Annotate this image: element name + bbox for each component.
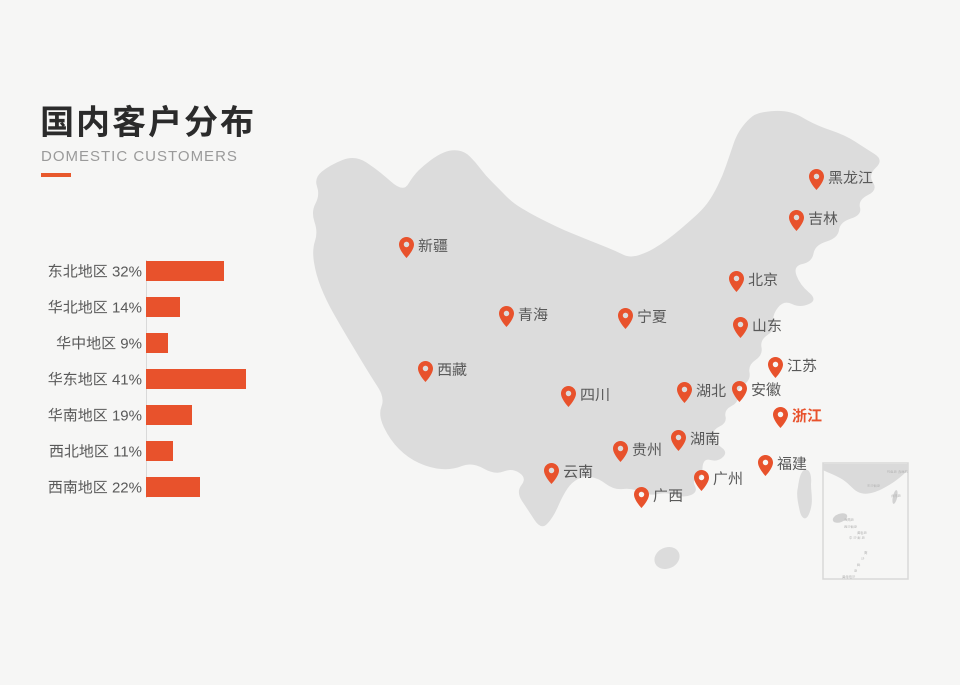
svg-text:海南岛: 海南岛 xyxy=(844,518,855,522)
svg-text:安徽: 安徽 xyxy=(751,382,781,399)
svg-text:钓鱼岛: 钓鱼岛 xyxy=(887,470,898,474)
svg-text:吉林: 吉林 xyxy=(808,211,838,228)
svg-text:黄岩岛: 黄岩岛 xyxy=(857,531,868,535)
svg-text:新疆: 新疆 xyxy=(418,238,448,255)
svg-text:广州: 广州 xyxy=(713,470,743,488)
svg-text:群: 群 xyxy=(857,562,861,567)
svg-text:东沙群岛: 东沙群岛 xyxy=(867,483,881,488)
svg-text:北京: 北京 xyxy=(748,271,778,289)
svg-text:中 沙 群 岛: 中 沙 群 岛 xyxy=(849,535,866,540)
svg-text:福建: 福建 xyxy=(777,456,807,473)
svg-text:黑龙江: 黑龙江 xyxy=(828,169,873,187)
svg-text:四川: 四川 xyxy=(580,387,610,404)
svg-text:赤尾的: 赤尾的 xyxy=(898,470,909,474)
svg-text:湖北: 湖北 xyxy=(696,382,726,400)
svg-text:宁夏: 宁夏 xyxy=(637,309,667,326)
svg-text:西藏: 西藏 xyxy=(437,362,467,379)
svg-text:沙: 沙 xyxy=(861,557,865,561)
svg-text:山东: 山东 xyxy=(752,318,782,335)
svg-text:南: 南 xyxy=(864,551,868,555)
svg-text:曾母暗沙: 曾母暗沙 xyxy=(842,575,856,579)
svg-text:岛: 岛 xyxy=(854,569,858,573)
svg-text:广西: 广西 xyxy=(653,488,683,505)
svg-text:青海: 青海 xyxy=(518,307,548,324)
svg-text:台湾岛: 台湾岛 xyxy=(891,494,902,498)
svg-text:贵州: 贵州 xyxy=(632,441,662,459)
svg-text:浙江: 浙江 xyxy=(792,408,822,425)
svg-text:西沙群岛: 西沙群岛 xyxy=(844,524,858,529)
svg-text:江苏: 江苏 xyxy=(787,358,817,375)
svg-text:云南: 云南 xyxy=(563,464,593,481)
svg-text:湖南: 湖南 xyxy=(690,431,720,448)
